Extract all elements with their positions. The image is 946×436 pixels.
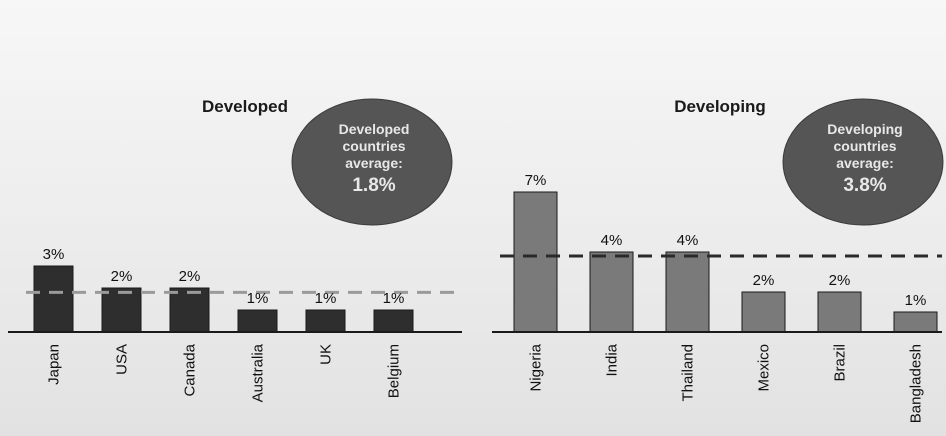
developing-bubble-line-4: 3.8% <box>843 175 886 196</box>
developed-bubble-line-4: 1.8% <box>352 175 395 196</box>
bar-brazil <box>817 291 862 333</box>
value-label-bangladesh: 1% <box>905 292 927 309</box>
category-label-nigeria: Nigeria <box>528 343 545 391</box>
value-label-nigeria: 7% <box>525 172 547 189</box>
value-label-canada: 2% <box>179 268 201 285</box>
value-label-thailand: 4% <box>677 232 699 249</box>
category-label-australia: Australia <box>250 343 267 402</box>
value-label-australia: 1% <box>247 290 269 307</box>
bar-mexico <box>741 291 786 333</box>
developed-bubble-line-1: Developed <box>339 121 410 137</box>
developing-bubble-line-2: countries <box>833 138 896 154</box>
bar-canada <box>169 287 210 333</box>
value-label-india: 4% <box>601 232 623 249</box>
developed-bubble-line-3: average: <box>345 155 403 171</box>
developed-average-bubble <box>291 98 453 226</box>
category-label-uk: UK <box>318 344 335 365</box>
bar-thailand <box>665 251 710 333</box>
category-label-belgium: Belgium <box>386 344 403 398</box>
bar-usa <box>101 287 142 333</box>
bar-japan <box>33 265 74 333</box>
value-label-japan: 3% <box>43 246 65 263</box>
bar-bangladesh <box>893 311 938 333</box>
bar-australia <box>237 309 278 333</box>
developing-average-bubble <box>782 98 944 226</box>
value-label-usa: 2% <box>111 268 133 285</box>
developing-bubble-line-1: Developing <box>827 121 902 137</box>
developed-bubble-line-2: countries <box>342 138 405 154</box>
bar-india <box>589 251 634 333</box>
category-label-mexico: Mexico <box>756 344 773 392</box>
category-label-usa: USA <box>114 344 131 375</box>
category-label-india: India <box>604 343 621 376</box>
category-label-thailand: Thailand <box>680 344 697 402</box>
value-label-brazil: 2% <box>829 272 851 289</box>
bar-nigeria <box>513 191 558 333</box>
developed-chart-title: Developed <box>202 97 288 116</box>
category-label-brazil: Brazil <box>832 344 849 382</box>
value-label-uk: 1% <box>315 290 337 307</box>
developing-chart-title: Developing <box>674 97 766 116</box>
bar-uk <box>305 309 346 333</box>
developing-bubble-line-3: average: <box>836 155 894 171</box>
bar-belgium <box>373 309 414 333</box>
value-label-belgium: 1% <box>383 290 405 307</box>
category-label-bangladesh: Bangladesh <box>908 344 925 423</box>
category-label-japan: Japan <box>46 344 63 385</box>
value-label-mexico: 2% <box>753 272 775 289</box>
category-label-canada: Canada <box>182 343 199 396</box>
